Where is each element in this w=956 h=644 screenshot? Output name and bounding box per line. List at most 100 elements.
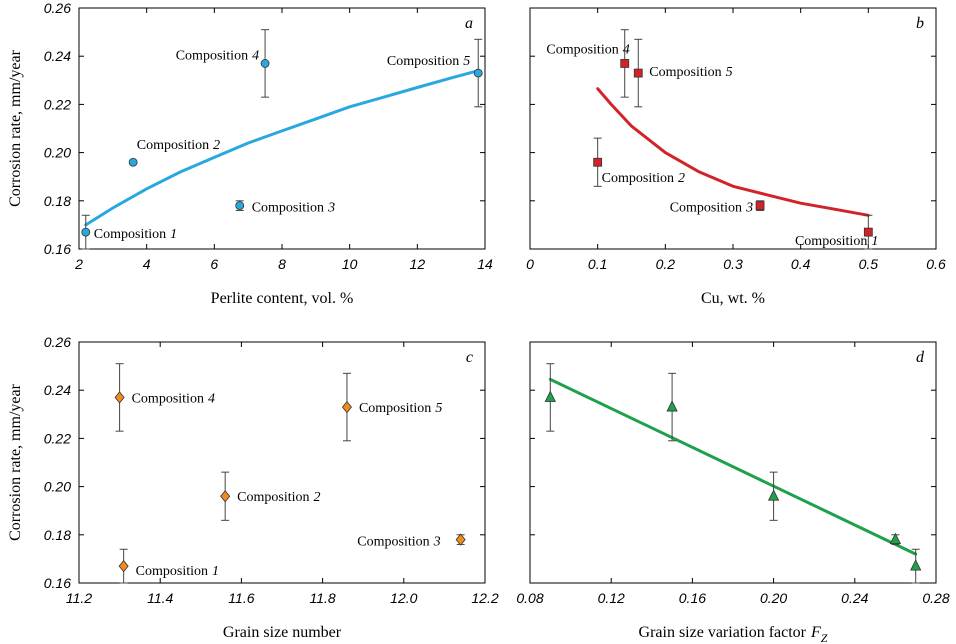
point-annotation: Composition 5 xyxy=(359,401,442,416)
y-tick-label: 0.24 xyxy=(44,382,71,398)
x-tick-label: 0.16 xyxy=(679,590,706,606)
data-point xyxy=(620,59,630,68)
annotation-number: 3 xyxy=(327,201,335,216)
data-point xyxy=(260,59,270,68)
data-point xyxy=(767,489,780,501)
point-annotation: Composition 1 xyxy=(795,234,878,249)
x-tick-label: 2 xyxy=(74,256,83,272)
point-annotation: Composition 1 xyxy=(94,227,177,242)
annotation-number: 2 xyxy=(678,171,685,186)
panel-letter: b xyxy=(916,15,924,32)
x-axis-title: Grain size number xyxy=(223,624,342,641)
x-tick-label: 0.6 xyxy=(926,256,946,272)
plot-frame xyxy=(529,341,937,584)
data-point xyxy=(235,201,245,211)
data-point xyxy=(118,559,129,573)
plot-frame xyxy=(78,341,486,584)
fit-curve xyxy=(84,69,480,227)
annotation-prefix: Composition xyxy=(132,391,204,406)
x-axis-title: Grain size variation factor FZ xyxy=(639,624,828,644)
x-tick-label: 12.2 xyxy=(471,590,498,606)
annotation-prefix: Composition xyxy=(670,201,742,216)
x-tick-label: 14 xyxy=(477,256,493,272)
data-point xyxy=(81,227,91,237)
x-tick-label: 11.2 xyxy=(66,590,92,606)
x-tick-label: 0 xyxy=(526,256,534,272)
x-tick-label: 11.6 xyxy=(228,590,254,606)
data-point xyxy=(455,533,466,546)
panel-d: 0.08 0.12 0.16 0.20 0.24 0.28 d Grain size vari… xyxy=(516,341,950,644)
point-annotation: Composition 4 xyxy=(176,48,259,63)
x-tick-label: 0.5 xyxy=(859,256,879,272)
annotation-number: 3 xyxy=(745,201,753,216)
x-tick-label: 12.0 xyxy=(390,590,417,606)
y-tick-label: 0.20 xyxy=(44,145,71,161)
annotation-prefix: Composition xyxy=(176,48,248,63)
x-tick-label: 10 xyxy=(342,256,358,272)
annotation-prefix: Composition xyxy=(94,227,166,242)
point-annotation: Composition 1 xyxy=(136,564,219,579)
point-annotation: Composition 4 xyxy=(546,42,629,57)
annotation-number: 1 xyxy=(871,234,878,249)
x-axis-symbol: F xyxy=(810,624,821,641)
data-point xyxy=(863,227,873,237)
annotation-prefix: Composition xyxy=(252,201,324,216)
annotation-number: 5 xyxy=(463,54,470,69)
x-axis-title-text: Grain size variation factor xyxy=(639,624,807,641)
point-annotation: Composition 4 xyxy=(132,391,215,406)
annotation-prefix: Composition xyxy=(649,65,721,80)
x-tick-label: 0.3 xyxy=(723,256,743,272)
y-tick-label: 0.18 xyxy=(44,527,71,543)
panel-letter: c xyxy=(466,349,473,366)
fit-curve xyxy=(596,87,870,217)
data-point xyxy=(666,400,678,412)
annotation-number: 2 xyxy=(314,490,321,505)
x-tick-label: 0.4 xyxy=(791,256,811,272)
point-annotation: Composition 2 xyxy=(237,490,320,505)
annotation-prefix: Composition xyxy=(136,564,208,579)
annotation-prefix: Composition xyxy=(602,171,674,186)
panel-a: 0.160.180.200.220.240.262 4 6 8 10 12 14aPerli… xyxy=(7,0,493,307)
x-tick-label: 0.28 xyxy=(922,590,949,606)
annotation-number: 4 xyxy=(208,391,215,406)
x-tick-label: 0.24 xyxy=(841,590,868,606)
y-axis-title: Corrosion rate, mm/year xyxy=(7,383,24,541)
y-tick-label: 0.26 xyxy=(44,334,71,350)
x-tick-label: 0.1 xyxy=(588,256,607,272)
y-tick-label: 0.24 xyxy=(44,48,71,64)
data-point xyxy=(341,400,352,414)
x-tick-label: 0.20 xyxy=(760,590,787,606)
panel-c: 0.16 0.18 0.20 0.22 0.24 0.26 11.2 11.4 11.6 11.8… xyxy=(7,334,499,641)
x-axis-title: Perlite content, vol. % xyxy=(211,290,354,307)
point-annotation: Composition 3 xyxy=(357,535,440,550)
x-axis-title-text: Perlite content, vol. % xyxy=(211,290,354,307)
point-annotation: Composition 5 xyxy=(649,65,732,80)
x-tick-label: 0.12 xyxy=(598,590,625,606)
y-axis-title: Corrosion rate, mm/year xyxy=(7,49,24,207)
data-point xyxy=(633,68,643,78)
data-point xyxy=(128,157,138,167)
x-tick-label: 0.2 xyxy=(656,256,676,272)
annotation-number: 1 xyxy=(212,564,219,579)
annotation-number: 4 xyxy=(252,48,259,63)
annotation-number: 4 xyxy=(623,42,630,57)
y-tick-label: 0.16 xyxy=(44,241,71,257)
annotation-prefix: Composition xyxy=(359,401,431,416)
x-tick-label: 8 xyxy=(278,256,286,272)
data-point xyxy=(889,532,902,545)
x-tick-label: 12 xyxy=(410,256,426,272)
fit-curve xyxy=(548,377,918,556)
x-tick-label: 0.08 xyxy=(516,590,543,606)
x-axis-title-text: Grain size number xyxy=(223,624,342,641)
annotation-prefix: Composition xyxy=(357,535,429,550)
panel-letter: d xyxy=(916,349,925,366)
y-tick-label: 0.16 xyxy=(44,575,71,591)
y-tick-label: 0.22 xyxy=(44,96,71,112)
x-tick-label: 11.4 xyxy=(147,590,173,606)
x-axis-title: Cu, wt. % xyxy=(701,290,765,307)
annotation-prefix: Composition xyxy=(546,42,618,57)
annotation-prefix: Composition xyxy=(795,234,867,249)
annotation-number: 5 xyxy=(726,65,733,80)
panel-letter: a xyxy=(465,15,473,32)
